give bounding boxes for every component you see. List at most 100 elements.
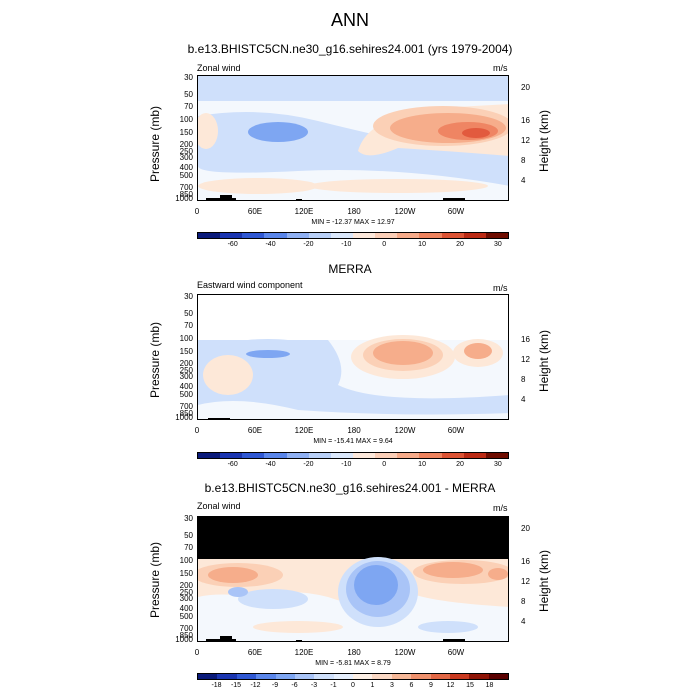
panel1-units: m/s bbox=[493, 63, 508, 73]
topography bbox=[443, 198, 465, 200]
y-tick-label: 50 bbox=[184, 90, 193, 99]
x-tick-label: 120W bbox=[394, 207, 416, 216]
topography bbox=[220, 636, 232, 641]
colorbar-label: 30 bbox=[493, 241, 502, 248]
colorbar-label: -9 bbox=[271, 682, 279, 689]
colorbar-segment bbox=[333, 674, 353, 679]
x-tick-label: 180 bbox=[347, 648, 361, 657]
panel2-title: MERRA bbox=[328, 262, 372, 276]
y-tick-label: 200 bbox=[179, 581, 193, 590]
colorbar-label: -40 bbox=[265, 241, 276, 248]
y-tick-label: 30 bbox=[184, 73, 193, 82]
x-tick-label: 60W bbox=[447, 648, 465, 657]
topography bbox=[443, 639, 465, 641]
y-tick-label: 100 bbox=[179, 556, 193, 565]
colorbar-segment bbox=[372, 674, 392, 679]
colorbar-label: -60 bbox=[227, 241, 238, 248]
panel3-ylabel: Pressure (mb) bbox=[148, 541, 162, 618]
y-tick-label: 30 bbox=[184, 514, 193, 523]
panel1-title: b.e13.BHISTC5CN.ne30_g16.sehires24.001 (… bbox=[187, 42, 513, 56]
colorbar-segment bbox=[308, 453, 331, 458]
colorbar-label: 0 bbox=[382, 241, 387, 248]
y-tick-label: 250 bbox=[179, 588, 193, 597]
y-right-tick-label: 8 bbox=[521, 375, 526, 384]
colorbar-segment bbox=[264, 233, 287, 238]
y-tick-label: 1000 bbox=[175, 413, 193, 422]
colorbar-segment bbox=[397, 233, 420, 238]
x-tick-label: 60W bbox=[447, 207, 465, 216]
colorbar-segment bbox=[275, 674, 295, 679]
contour-level bbox=[253, 621, 343, 633]
y-tick-label: 300 bbox=[179, 594, 193, 603]
contour-level bbox=[198, 178, 318, 194]
colorbar-label: 9 bbox=[429, 682, 433, 689]
colorbar-segment bbox=[256, 674, 276, 679]
y-tick-label: 50 bbox=[184, 309, 193, 318]
colorbar-label: 0 bbox=[382, 461, 387, 468]
colorbar-label: -12 bbox=[250, 682, 261, 689]
y-tick-label: 200 bbox=[179, 140, 193, 149]
panel1-ylabel: Pressure (mb) bbox=[148, 105, 162, 182]
x-tick-label: 60E bbox=[247, 648, 263, 657]
colorbar-segment bbox=[463, 233, 486, 238]
colorbar-label: -1 bbox=[330, 682, 337, 689]
colorbar-label: -3 bbox=[310, 682, 318, 689]
y-tick-label: 500 bbox=[179, 171, 193, 180]
colorbar-segment bbox=[220, 233, 243, 238]
colorbar-segment bbox=[264, 453, 287, 458]
colorbar-label: 3 bbox=[390, 682, 394, 689]
colorbar-label: 18 bbox=[485, 682, 494, 689]
colorbar-segment bbox=[441, 233, 464, 238]
colorbar-label: 20 bbox=[456, 241, 464, 248]
y-right-tick-label: 8 bbox=[521, 597, 526, 606]
y-right-tick-label: 4 bbox=[521, 395, 526, 404]
contour-level bbox=[228, 587, 248, 597]
topography bbox=[286, 200, 289, 201]
panel1-plot bbox=[197, 75, 509, 201]
panel3-colorbar bbox=[197, 673, 509, 680]
y-tick-label: 100 bbox=[179, 115, 193, 124]
y-tick-label: 250 bbox=[179, 147, 193, 156]
x-tick-label: 120W bbox=[394, 648, 416, 657]
colorbar-segment bbox=[198, 233, 221, 238]
colorbar-segment bbox=[294, 674, 315, 679]
panel2-contours bbox=[198, 295, 508, 419]
panel2-stats: MIN = -15.41 MAX = 9.64 bbox=[313, 438, 393, 445]
panel3-left-label: Zonal wind bbox=[197, 501, 241, 511]
y-tick-label: 400 bbox=[179, 163, 193, 172]
panel2-ylabel: Pressure (mb) bbox=[148, 321, 162, 398]
y-tick-label: 200 bbox=[179, 359, 193, 368]
colorbar-label: 20 bbox=[456, 461, 464, 468]
y-tick-label: 400 bbox=[179, 382, 193, 391]
colorbar-segment bbox=[220, 453, 243, 458]
x-tick-label: 60E bbox=[247, 426, 263, 435]
contour-level bbox=[246, 350, 290, 358]
colorbar-segment bbox=[242, 233, 265, 238]
colorbar-segment bbox=[198, 674, 218, 679]
colorbar-segment bbox=[236, 674, 257, 679]
colorbar-label: -20 bbox=[303, 461, 314, 468]
colorbar-segment bbox=[419, 453, 442, 458]
y-tick-label: 70 bbox=[184, 321, 193, 330]
colorbar-segment bbox=[485, 453, 508, 458]
topography bbox=[296, 640, 302, 641]
contour-level bbox=[203, 355, 253, 395]
panel2-units: m/s bbox=[493, 283, 508, 293]
colorbar-segment bbox=[353, 674, 373, 679]
y-tick-label: 250 bbox=[179, 366, 193, 375]
y-tick-label: 850 bbox=[179, 631, 193, 640]
topography bbox=[208, 418, 230, 419]
y-tick-label: 1000 bbox=[175, 635, 193, 644]
x-tick-label: 0 bbox=[194, 207, 200, 216]
y-right-tick-label: 4 bbox=[521, 176, 526, 185]
missing-data bbox=[198, 517, 508, 559]
x-tick-label: 180 bbox=[347, 207, 361, 216]
y-right-tick-label: 12 bbox=[521, 136, 530, 145]
colorbar-segment bbox=[419, 233, 442, 238]
x-tick-label: 120E bbox=[294, 426, 314, 435]
colorbar-segment bbox=[391, 674, 412, 679]
y-right-tick-label: 20 bbox=[521, 83, 530, 92]
colorbar-segment bbox=[286, 453, 309, 458]
y-tick-label: 150 bbox=[179, 347, 193, 356]
panel3-contours bbox=[198, 517, 508, 641]
